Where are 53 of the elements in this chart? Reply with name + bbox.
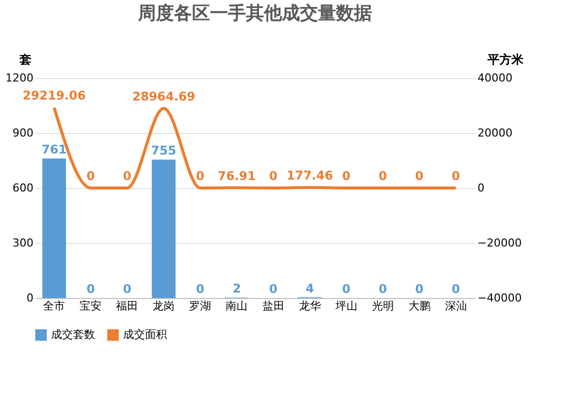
chart-title: 周度各区一手其他成交量数据 [137, 3, 372, 24]
x-tick-label: 罗湖 [189, 300, 212, 312]
x-tick-label: 盐田 [262, 300, 284, 312]
data-label: 0 [269, 282, 278, 296]
data-label: 2 [232, 282, 241, 296]
x-tick-label: 深汕 [444, 300, 467, 312]
data-label: 0 [123, 282, 132, 296]
data-label: 0 [86, 282, 95, 296]
data-label: 28964.69 [132, 89, 196, 104]
data-label: 0 [269, 169, 278, 183]
x-tick-label: 福田 [116, 300, 138, 312]
bar [42, 158, 66, 298]
data-label: 0 [415, 282, 424, 296]
y2-tick-label: −20000 [478, 236, 522, 250]
data-label: 761 [42, 142, 67, 156]
data-label: 0 [196, 282, 204, 296]
y-tick-label: 300 [12, 236, 34, 250]
y-tick-label: 900 [12, 126, 34, 140]
data-label: 0 [415, 169, 424, 183]
data-label: 0 [452, 282, 460, 296]
x-tick-label: 大鹏 [408, 300, 430, 312]
legend-label: 成交面积 [123, 328, 167, 341]
data-label: 177.46 [286, 168, 333, 183]
y-axis-title: 套 [18, 52, 32, 66]
x-tick-label: 龙华 [298, 300, 321, 312]
x-tick-label: 龙岗 [152, 300, 175, 312]
x-tick-label: 宝安 [80, 300, 102, 312]
y-tick-label: 600 [12, 182, 34, 194]
data-label: 0 [452, 169, 460, 183]
data-label: 4 [306, 281, 314, 296]
x-tick-label: 南山 [226, 300, 248, 312]
data-label: 0 [123, 169, 132, 183]
y-tick-label: 0 [26, 292, 34, 304]
data-label: 0 [342, 169, 350, 183]
x-tick-label: 光明 [372, 300, 394, 312]
y2-tick-label: 20000 [478, 126, 512, 140]
data-label: 76.91 [218, 168, 256, 183]
data-label: 0 [378, 282, 387, 296]
y2-tick-label: −40000 [478, 292, 522, 304]
data-label: 755 [151, 144, 176, 158]
y-tick-label: 1200 [6, 72, 34, 84]
data-label: 0 [196, 169, 204, 183]
data-label: 0 [342, 282, 350, 296]
y2-tick-label: 40000 [478, 72, 512, 84]
y2-axis-title: 平方米 [486, 52, 524, 66]
data-label: 0 [378, 169, 387, 183]
legend-label: 成交套数 [51, 328, 95, 341]
data-label: 0 [86, 169, 95, 183]
x-tick-label: 坪山 [334, 300, 358, 312]
data-label: 29219.06 [22, 88, 86, 103]
y2-tick-label: 0 [478, 182, 484, 194]
bar [152, 160, 176, 298]
x-tick-label: 全市 [43, 300, 66, 312]
